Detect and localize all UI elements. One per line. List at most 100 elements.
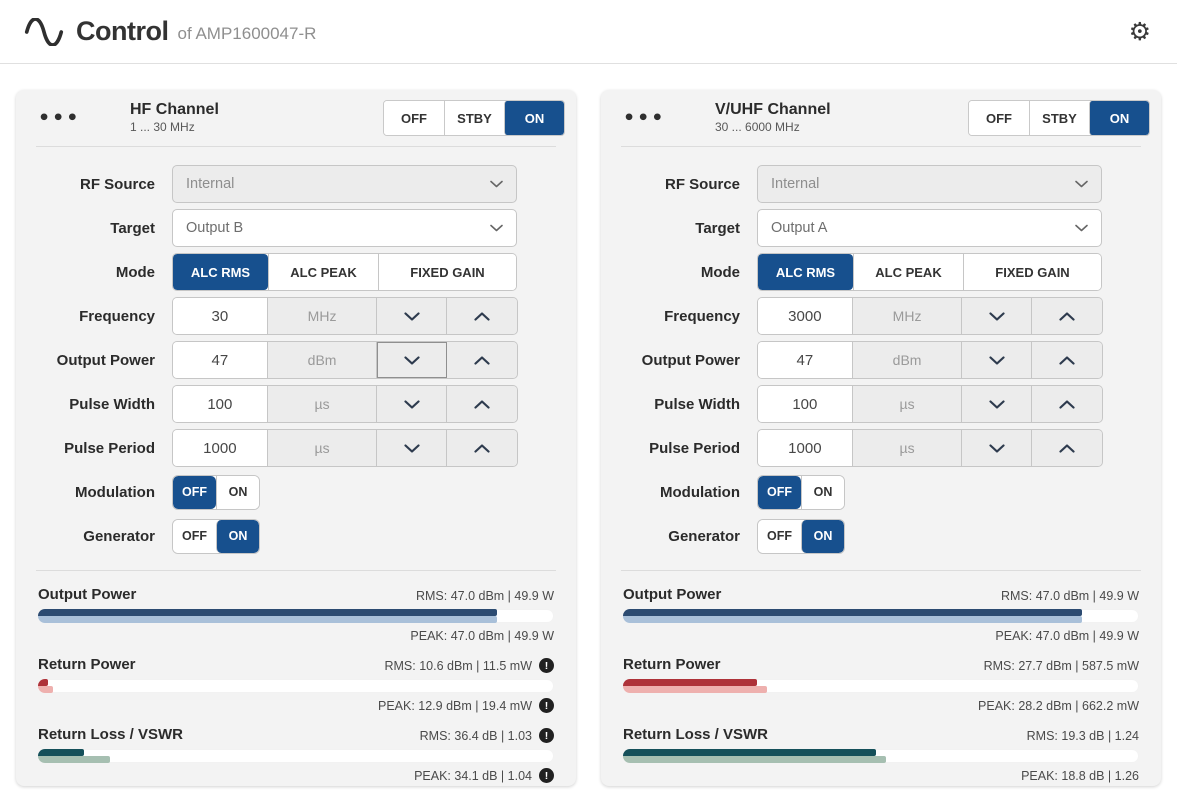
channel-range: 30 ... 6000 MHz <box>715 120 800 135</box>
power-on-button[interactable]: ON <box>1089 101 1149 135</box>
chevron-down-icon <box>1075 224 1088 232</box>
chevron-down-icon <box>404 399 420 409</box>
rf-source-row: RF Source Internal <box>621 164 1102 204</box>
return-loss-meter-bar <box>623 749 1139 763</box>
peak-bar-fill <box>623 686 768 693</box>
frequency-increment-button[interactable] <box>1032 298 1102 334</box>
peak-bar-fill <box>38 756 111 763</box>
frequency-input[interactable]: 3000 <box>758 298 853 334</box>
meter-rms-value: RMS: 36.4 dB | 1.03 <box>419 728 532 743</box>
target-row: Target Output A <box>621 208 1102 248</box>
chevron-up-icon <box>1059 399 1075 409</box>
hf-meters: Output Power RMS: 47.0 dBm | 49.9 W PEAK… <box>16 571 576 783</box>
mode-fixed-gain-button[interactable]: FIXED GAIN <box>963 254 1101 290</box>
rf-source-value: Internal <box>771 176 820 192</box>
pulse-period-decrement-button[interactable] <box>962 430 1033 466</box>
target-select[interactable]: Output A <box>757 209 1102 247</box>
rms-bar-fill <box>38 679 49 686</box>
frequency-row: Frequency 3000 MHz <box>621 296 1103 336</box>
return-power-meter-bar <box>38 679 554 693</box>
pulse-period-label: Pulse Period <box>649 439 740 457</box>
channel-title: V/UHF Channel 30 ... 6000 MHz <box>715 101 831 135</box>
rf-source-value: Internal <box>186 176 235 192</box>
meter-peak-value: PEAK: 47.0 dBm | 49.9 W <box>995 628 1139 643</box>
vuhf-form: RF Source Internal Target Output A <box>601 147 1161 570</box>
pulse-width-increment-button[interactable] <box>447 386 517 422</box>
rf-source-label: RF Source <box>664 175 740 193</box>
more-menu-icon[interactable]: ••• <box>623 107 666 129</box>
output-power-input[interactable]: 47 <box>758 342 853 378</box>
power-stby-button[interactable]: STBY <box>444 101 504 135</box>
output-power-decrement-button[interactable] <box>962 342 1033 378</box>
power-on-button[interactable]: ON <box>504 101 564 135</box>
output-power-decrement-button[interactable] <box>377 342 448 378</box>
frequency-increment-button[interactable] <box>447 298 517 334</box>
target-value: Output B <box>186 220 244 236</box>
modulation-row: Modulation OFF ON <box>36 472 517 512</box>
pulse-width-input[interactable]: 100 <box>758 386 853 422</box>
chevron-up-icon <box>1059 355 1075 365</box>
frequency-decrement-button[interactable] <box>962 298 1033 334</box>
generator-on-button[interactable]: ON <box>216 519 259 553</box>
rf-source-select[interactable]: Internal <box>172 165 517 203</box>
generator-toggle: OFF ON <box>172 518 260 554</box>
generator-off-button[interactable]: OFF <box>758 519 801 553</box>
mode-alc-peak-button[interactable]: ALC PEAK <box>853 254 963 290</box>
peak-bar-fill <box>38 616 498 623</box>
frequency-decrement-button[interactable] <box>377 298 448 334</box>
rf-source-select[interactable]: Internal <box>757 165 1102 203</box>
pulse-period-increment-button[interactable] <box>447 430 517 466</box>
mode-switch: ALC RMS ALC PEAK FIXED GAIN <box>757 253 1102 291</box>
frequency-input[interactable]: 30 <box>173 298 268 334</box>
modulation-on-button[interactable]: ON <box>801 475 844 509</box>
chevron-up-icon <box>1059 311 1075 321</box>
mode-alc-rms-button[interactable]: ALC RMS <box>758 254 853 290</box>
mode-fixed-gain-button[interactable]: FIXED GAIN <box>378 254 516 290</box>
power-off-button[interactable]: OFF <box>384 101 444 135</box>
channel-title: HF Channel 1 ... 30 MHz <box>130 101 219 135</box>
generator-off-button[interactable]: OFF <box>173 519 216 553</box>
modulation-off-button[interactable]: OFF <box>173 475 216 509</box>
header-divider <box>36 146 556 147</box>
peak-bar-fill <box>623 756 887 763</box>
modulation-on-button[interactable]: ON <box>216 475 259 509</box>
frequency-input-group: 3000 MHz <box>757 297 1103 335</box>
pulse-width-input[interactable]: 100 <box>173 386 268 422</box>
pulse-width-label: Pulse Width <box>654 395 740 413</box>
pulse-period-decrement-button[interactable] <box>377 430 448 466</box>
pulse-width-decrement-button[interactable] <box>962 386 1033 422</box>
output-power-increment-button[interactable] <box>447 342 517 378</box>
pulse-period-input[interactable]: 1000 <box>173 430 268 466</box>
pulse-period-input[interactable]: 1000 <box>758 430 853 466</box>
chevron-down-icon <box>404 311 420 321</box>
return-loss-meter: Return Loss / VSWR RMS: 19.3 dB | 1.24 P… <box>623 726 1139 783</box>
chevron-down-icon <box>989 311 1005 321</box>
return-loss-meter-bar <box>38 749 554 763</box>
output-power-unit: dBm <box>268 342 378 378</box>
alert-icon: ! <box>539 658 554 673</box>
top-bar: Control of AMP1600047-R ⚙ <box>0 0 1177 64</box>
mode-alc-rms-button[interactable]: ALC RMS <box>173 254 268 290</box>
power-stby-button[interactable]: STBY <box>1029 101 1089 135</box>
meter-rms-value: RMS: 47.0 dBm | 49.9 W <box>1000 589 1139 603</box>
pulse-width-increment-button[interactable] <box>1032 386 1102 422</box>
power-off-button[interactable]: OFF <box>969 101 1029 135</box>
generator-on-button[interactable]: ON <box>801 519 844 553</box>
channel-name: V/UHF Channel <box>715 100 831 118</box>
device-id: of AMP1600047-R <box>177 23 317 43</box>
chevron-down-icon <box>989 443 1005 453</box>
modulation-off-button[interactable]: OFF <box>758 475 801 509</box>
more-menu-icon[interactable]: ••• <box>38 107 81 129</box>
pulse-period-increment-button[interactable] <box>1032 430 1102 466</box>
meter-title: Return Loss / VSWR <box>623 726 769 743</box>
rf-source-row: RF Source Internal <box>36 164 517 204</box>
output-power-unit: dBm <box>853 342 963 378</box>
meters-divider <box>621 570 1141 571</box>
output-power-input[interactable]: 47 <box>173 342 268 378</box>
meter-title: Return Power <box>38 656 136 673</box>
pulse-width-decrement-button[interactable] <box>377 386 448 422</box>
mode-alc-peak-button[interactable]: ALC PEAK <box>268 254 378 290</box>
settings-gear-icon[interactable]: ⚙ <box>1128 17 1151 46</box>
target-select[interactable]: Output B <box>172 209 517 247</box>
output-power-increment-button[interactable] <box>1032 342 1102 378</box>
